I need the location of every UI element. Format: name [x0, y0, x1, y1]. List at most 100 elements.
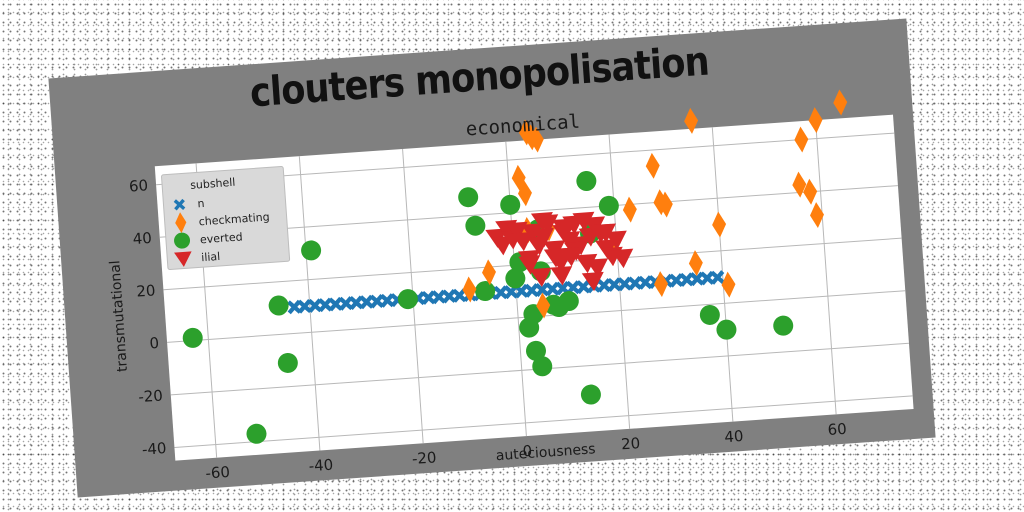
point-everted — [580, 384, 601, 405]
point-checkmating — [482, 259, 496, 286]
point-n — [524, 283, 540, 298]
point-checkmating — [654, 271, 668, 298]
point-n — [318, 297, 333, 313]
point-everted — [268, 295, 289, 316]
legend-marker-shape — [175, 212, 187, 233]
point-ilial — [521, 223, 544, 243]
point-everted — [699, 304, 720, 325]
x-tick-label: -60 — [205, 463, 231, 483]
point-n — [379, 293, 395, 308]
point-everted — [465, 215, 486, 236]
point-everted — [558, 291, 579, 312]
point-n — [452, 288, 467, 303]
point-ilial — [581, 271, 604, 292]
y-tick-label: 0 — [149, 334, 160, 353]
x-axis-label: auteciousness — [495, 441, 596, 464]
point-n — [328, 296, 343, 312]
point-everted — [277, 352, 298, 373]
point-ilial — [543, 248, 566, 268]
point-checkmating — [721, 271, 736, 298]
legend-marker-checkmating — [175, 212, 187, 233]
point-n — [287, 299, 302, 315]
x-tick-label: -40 — [308, 456, 334, 476]
point-n — [607, 277, 622, 292]
y-grid-line — [174, 395, 913, 448]
legend-marker-shape — [173, 198, 186, 211]
point-checkmating — [645, 152, 660, 179]
point-everted — [500, 194, 521, 215]
legend-markers — [173, 198, 192, 267]
point-n — [493, 285, 509, 300]
point-n — [359, 294, 374, 310]
point-checkmating — [622, 196, 637, 223]
point-n — [421, 290, 436, 305]
legend-entry-everted: everted — [200, 230, 243, 246]
point-n — [431, 289, 447, 305]
point-checkmating — [517, 180, 532, 207]
point-checkmating — [803, 178, 818, 205]
legend-entry-ilial: ilial — [201, 250, 221, 264]
point-n — [700, 270, 715, 286]
point-checkmating — [808, 107, 823, 134]
point-ilial — [511, 231, 534, 252]
legend-box — [161, 165, 291, 270]
legend-entry-checkmating: checkmating — [198, 210, 270, 228]
legend-marker-shape — [174, 232, 191, 249]
point-ilial — [593, 223, 616, 243]
chart-figure: clouters monopolisation -60 -40 -20 0 20 40 60… — [48, 18, 936, 498]
y-tick-label: 60 — [128, 176, 148, 195]
point-checkmating — [792, 171, 807, 198]
legend-marker-everted — [174, 232, 191, 249]
x-tick-label: 60 — [827, 420, 847, 439]
point-n — [545, 281, 560, 297]
point-ilial — [529, 267, 552, 288]
point-ilial — [550, 266, 573, 286]
point-checkmating — [810, 202, 824, 229]
point-n — [369, 294, 385, 309]
point-n — [297, 299, 312, 314]
point-n — [669, 273, 684, 288]
point-n — [534, 282, 550, 297]
point-checkmating — [529, 126, 544, 153]
point-n — [638, 275, 653, 290]
point-ilial — [530, 212, 553, 232]
point-checkmating — [712, 211, 727, 238]
x-grid-line — [815, 120, 837, 415]
point-checkmating — [833, 89, 848, 116]
y-tick-label: -40 — [141, 439, 167, 459]
axis-ticks: -60 -40 -20 0 20 40 60 -40 -20 0 20 40 60 — [128, 176, 847, 483]
point-everted — [505, 268, 526, 289]
point-everted — [458, 187, 479, 208]
point-everted — [397, 289, 418, 310]
point-n — [348, 295, 364, 310]
legend: subshell n checkmating everted ilial — [161, 165, 291, 270]
point-checkmating — [688, 250, 703, 277]
point-n — [617, 276, 632, 292]
point-n — [596, 278, 612, 293]
point-checkmating — [536, 292, 551, 319]
y-tick-label: 20 — [136, 281, 156, 300]
legend-entry-n: n — [197, 197, 205, 210]
y-axis-label: transmutational — [107, 260, 131, 373]
point-n — [627, 275, 643, 291]
legend-marker-ilial — [174, 251, 192, 267]
point-checkmating — [794, 126, 809, 153]
point-everted — [182, 327, 203, 348]
point-everted — [598, 195, 619, 216]
x-tick-label: 40 — [724, 427, 744, 446]
x-tick-label: 0 — [522, 442, 533, 461]
point-n — [710, 270, 725, 285]
point-checkmating — [462, 276, 477, 303]
point-ilial — [586, 258, 608, 278]
y-tick-label: 40 — [132, 229, 152, 248]
point-ilial — [518, 255, 541, 275]
point-n — [679, 272, 694, 287]
point-everted — [576, 171, 597, 192]
point-ilial — [575, 253, 598, 274]
legend-title: subshell — [190, 176, 236, 192]
point-n — [441, 288, 457, 304]
y-tick-label: -20 — [138, 386, 164, 406]
point-ilial — [505, 221, 528, 242]
point-n — [576, 279, 591, 295]
point-n — [307, 298, 323, 313]
